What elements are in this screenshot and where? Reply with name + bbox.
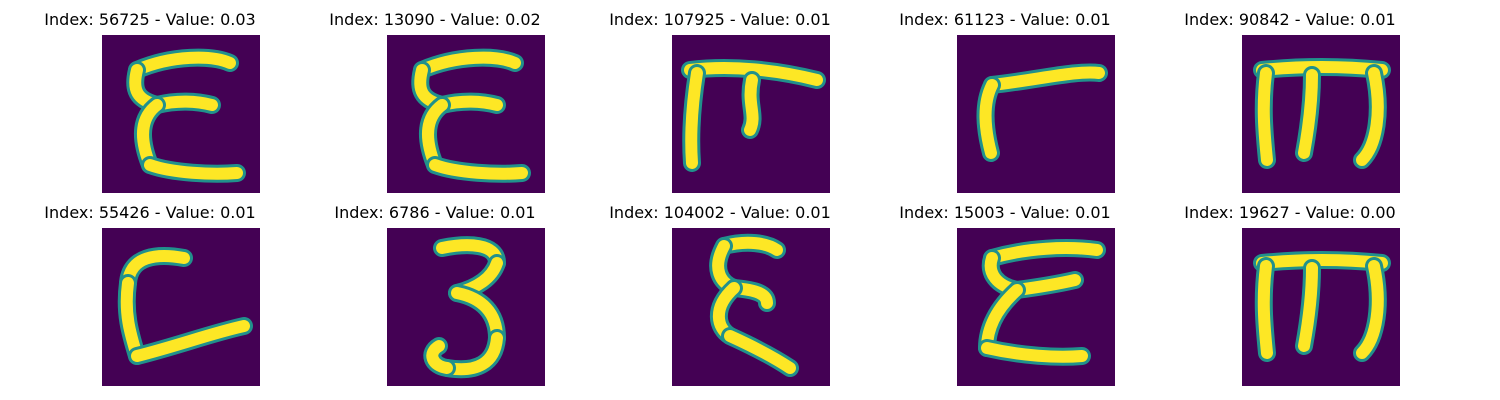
glyph-stroke <box>1298 262 1318 352</box>
glyph-strokes <box>957 35 1115 193</box>
glyph-strokes <box>957 228 1115 386</box>
glyph-strokes <box>1242 35 1400 193</box>
glyph-stroke <box>1257 260 1273 359</box>
panel-title: Index: 6786 - Value: 0.01 <box>334 203 536 222</box>
panel-title: Index: 61123 - Value: 0.01 <box>899 10 1111 29</box>
glyph-stroke <box>986 66 1105 91</box>
glyph-strokes <box>387 35 545 193</box>
glyph-stroke <box>1257 67 1273 166</box>
image-panel: Index: 13090 - Value: 0.02 <box>285 0 585 193</box>
image-panel: Index: 90842 - Value: 0.01 <box>1140 0 1440 193</box>
glyph-stroke <box>416 51 521 76</box>
image-panel: Index: 104002 - Value: 0.01 <box>570 193 870 386</box>
glyph-image <box>957 228 1115 386</box>
glyph-image <box>102 228 260 386</box>
glyph-image <box>957 35 1115 193</box>
glyph-stroke <box>429 159 528 180</box>
panel-title: Index: 107925 - Value: 0.01 <box>609 10 831 29</box>
glyph-background <box>387 228 545 386</box>
glyph-stroke <box>979 79 998 159</box>
glyph-strokes <box>102 228 260 386</box>
panel-title: Index: 90842 - Value: 0.01 <box>1184 10 1396 29</box>
glyph-image <box>672 228 830 386</box>
glyph-strokes <box>1242 228 1400 386</box>
glyph-strokes <box>672 228 830 386</box>
image-panel: Index: 107925 - Value: 0.01 <box>570 0 870 193</box>
glyph-image <box>672 35 830 193</box>
glyph-image <box>387 228 545 386</box>
glyph-background <box>672 228 830 386</box>
glyph-stroke <box>1356 260 1384 359</box>
glyph-stroke <box>426 340 453 374</box>
glyph-stroke <box>724 330 796 374</box>
panel-title: Index: 13090 - Value: 0.02 <box>329 10 541 29</box>
panel-title: Index: 15003 - Value: 0.01 <box>899 203 1111 222</box>
panel-title: Index: 19627 - Value: 0.00 <box>1184 203 1396 222</box>
glyph-strokes <box>102 35 260 193</box>
glyph-image <box>1242 228 1400 386</box>
panel-title: Index: 104002 - Value: 0.01 <box>609 203 831 222</box>
glyph-image <box>387 35 545 193</box>
glyph-stroke <box>1256 60 1388 76</box>
glyph-stroke <box>981 342 1088 363</box>
image-panel: Index: 19627 - Value: 0.00 <box>1140 193 1440 386</box>
image-panel: Index: 15003 - Value: 0.01 <box>855 193 1155 386</box>
glyph-stroke <box>131 51 236 76</box>
glyph-stroke <box>685 67 703 169</box>
glyph-image <box>1242 35 1400 193</box>
image-panel: Index: 61123 - Value: 0.01 <box>855 0 1155 193</box>
glyph-stroke <box>1356 67 1384 166</box>
image-panel: Index: 6786 - Value: 0.01 <box>285 193 585 386</box>
panel-title: Index: 55426 - Value: 0.01 <box>44 203 256 222</box>
glyph-stroke <box>986 242 1103 264</box>
glyph-stroke <box>1256 253 1388 269</box>
panel-title: Index: 56725 - Value: 0.03 <box>44 10 256 29</box>
glyph-stroke <box>144 159 243 180</box>
glyph-stroke <box>131 320 250 362</box>
glyph-stroke <box>1298 69 1318 159</box>
glyph-strokes <box>387 228 545 386</box>
glyph-image <box>102 35 260 193</box>
glyph-stroke <box>744 74 759 136</box>
image-panel: Index: 56725 - Value: 0.03 <box>0 0 300 193</box>
image-panel: Index: 55426 - Value: 0.01 <box>0 193 300 386</box>
glyph-strokes <box>672 35 830 193</box>
